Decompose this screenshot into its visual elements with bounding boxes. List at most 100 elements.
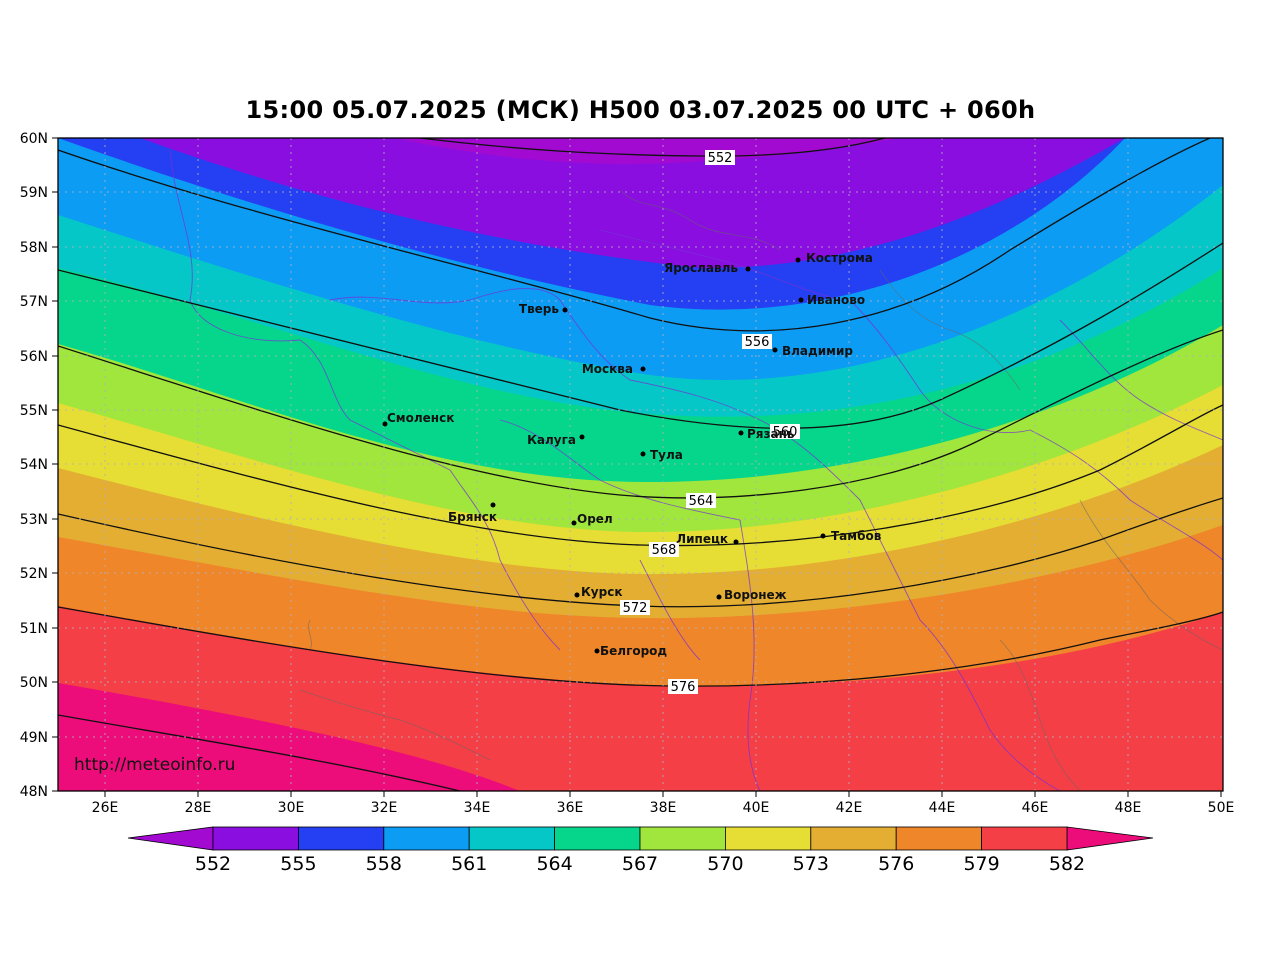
city-marker [733,539,739,545]
city-label-voronezh: Воронеж [724,588,787,602]
isoline-labels: 552 556 560 564 568 572 576 [620,150,800,695]
city-marker [820,533,826,539]
band-552-555 [140,138,1125,269]
lon-label: 38E [650,800,677,816]
isoline-label: 568 [652,543,677,558]
lat-label: 53N [20,512,48,528]
isoline-label: 560 [773,425,798,440]
colorbar-label: 573 [793,853,829,875]
city-label-ryazan: Рязань [747,427,795,441]
isoline-556 [58,138,1211,332]
city-marker [640,451,646,457]
city-marker [562,307,568,313]
city-marker [574,592,580,598]
colorbar: 552 555 558 561 564 567 570 573 576 579 … [127,826,1154,875]
colorbar-swatch [639,826,726,851]
isoline-576 [58,606,1223,687]
city-marker [738,430,744,436]
lon-label: 46E [1022,800,1049,816]
lat-label: 54N [20,457,48,473]
cities: Кострома Ярославль Иваново Тверь Владими… [382,251,882,658]
lon-label: 30E [278,800,305,816]
colorbar-label: 582 [1049,853,1085,875]
colorbar-over-triangle [1066,826,1154,851]
city-label-moscow: Москва [582,362,633,376]
band-below-552 [395,138,900,164]
colorbar-swatch [981,826,1068,851]
colorbar-label: 579 [963,853,999,875]
lat-label: 60N [20,131,48,147]
colorbar-under-triangle [127,826,214,851]
colorbar-swatch [212,826,299,851]
colorbar-swatch [468,826,556,851]
lat-label: 59N [20,185,48,201]
city-marker [640,366,646,372]
colorbar-swatch [297,826,385,851]
lat-label: 58N [20,240,48,256]
colorbar-label: 564 [536,853,572,875]
city-marker [594,648,600,654]
rivers [299,189,1223,791]
isoline-label: 556 [745,335,770,350]
city-marker [382,421,388,427]
city-marker [716,594,722,600]
lat-label: 56N [20,349,48,365]
city-label-smolensk: Смоленск [387,411,454,425]
city-label-vladimir: Владимир [782,344,853,358]
isoline-label: 564 [689,494,714,509]
city-label-kaluga: Калуга [527,433,576,447]
lat-label: 52N [20,566,48,582]
colorbar-swatch [383,826,470,851]
region-borders [169,149,1223,791]
map-field [58,138,1223,791]
isoline-568 [58,404,1223,547]
lat-label: 51N [20,621,48,637]
city-label-tambov: Тамбов [831,529,882,543]
city-marker [745,266,751,272]
colorbar-label: 558 [366,853,402,875]
lon-label: 42E [836,800,863,816]
colorbar-swatch [554,826,641,851]
isoline-560 [58,242,1223,429]
city-label-kostroma: Кострома [806,251,873,265]
city-marker [772,347,778,353]
city-marker [579,434,585,440]
isoline-label: 576 [671,680,696,695]
isoline-label: 552 [708,151,733,166]
city-label-yaroslavl: Ярославль [664,261,738,275]
lon-label: 28E [185,800,212,816]
lon-label: 26E [92,800,119,816]
city-marker [798,297,804,303]
lon-label: 48E [1115,800,1142,816]
colorbar-swatch [895,826,983,851]
isoline-label: 572 [623,601,648,616]
lat-label: 55N [20,403,48,419]
city-label-orel: Орел [577,512,613,526]
city-label-tver: Тверь [519,302,560,316]
city-label-kursk: Курск [581,585,622,599]
colorbar-label: 570 [707,853,743,875]
colorbar-label: 576 [878,853,914,875]
colorbar-swatch [810,826,897,851]
colorbar-swatch [725,826,812,851]
lat-label: 48N [20,784,48,800]
city-label-belgorod: Белгород [600,644,667,658]
city-marker [571,520,577,526]
lon-label: 50E [1208,800,1235,816]
isolines [58,138,1223,791]
colorbar-label: 555 [280,853,316,875]
city-label-lipetsk: Липецк [676,532,728,546]
colorbar-label: 567 [622,853,658,875]
watermark-url: http://meteoinfo.ru [74,755,235,775]
lon-label: 40E [743,800,770,816]
latitude-axis: 60N 59N 58N 57N 56N 55N 54N 53N 52N 51N … [20,131,58,800]
city-marker [795,257,801,263]
city-label-bryansk: Брянск [448,510,497,524]
longitude-axis: 26E 28E 30E 32E 34E 36E 38E 40E 42E 44E … [92,791,1235,816]
city-label-ivanovo: Иваново [807,293,865,307]
map-title: 15:00 05.07.2025 (МСК) H500 03.07.2025 0… [245,96,1036,124]
colorbar-labels: 552 555 558 561 564 567 570 573 576 579 … [195,853,1085,875]
isoline-580 [58,714,461,791]
lon-label: 34E [464,800,491,816]
